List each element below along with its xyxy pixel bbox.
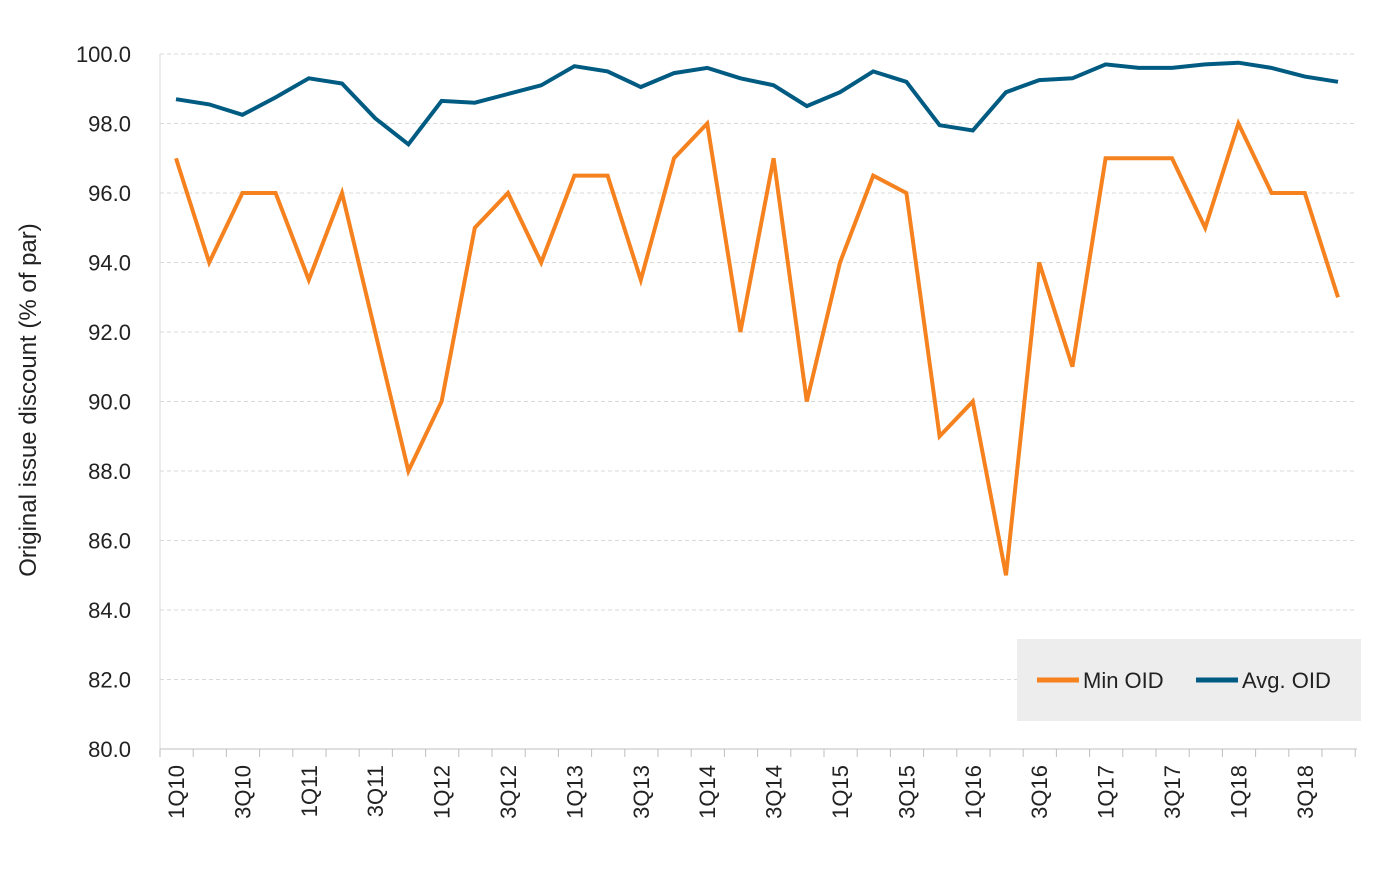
- x-tick-label: 3Q12: [496, 765, 521, 819]
- x-tick-label: 3Q10: [230, 765, 255, 819]
- y-tick-label: 96.0: [88, 181, 131, 206]
- y-tick-label: 94.0: [88, 251, 131, 276]
- x-tick-label: 3Q18: [1293, 765, 1318, 819]
- x-tick-label: 1Q11: [297, 765, 322, 817]
- x-tick-label: 3Q13: [629, 765, 654, 819]
- legend-label-avg-oid: Avg. OID: [1242, 668, 1331, 693]
- axes: [159, 54, 1357, 757]
- y-tick-label: 84.0: [88, 598, 131, 623]
- x-tick-label: 3Q15: [894, 765, 919, 819]
- gridlines: [160, 53, 1357, 680]
- x-tick-label: 1Q10: [164, 765, 189, 819]
- legend-label-min-oid: Min OID: [1083, 668, 1164, 693]
- x-tick-label: 3Q14: [762, 765, 787, 819]
- x-axis-tick-labels: 1Q10 3Q10 1Q11 3Q11 1Q12 3Q12 1Q13 3Q13 1Q14 3Q14…: [164, 765, 1318, 819]
- y-axis-title: Original issue discount (% of par): [15, 223, 42, 576]
- x-tick-label: 3Q11: [363, 765, 388, 817]
- x-tick-label: 3Q17: [1160, 765, 1185, 819]
- y-tick-label: 90.0: [88, 390, 131, 415]
- x-tick-label: 1Q18: [1226, 765, 1251, 819]
- x-tick-label: 1Q17: [1094, 765, 1119, 819]
- x-tick-label: 3Q16: [1027, 765, 1052, 819]
- x-tick-label: 1Q15: [828, 765, 853, 819]
- x-tick-label: 1Q16: [961, 765, 986, 819]
- x-tick-label: 1Q12: [430, 765, 455, 819]
- y-tick-label: 100.0: [76, 42, 131, 67]
- series-lines: [174, 60, 1340, 576]
- y-tick-label: 86.0: [88, 529, 131, 554]
- y-axis-tick-labels: 80.0 82.0 84.0 86.0 88.0 90.0 92.0 94.0 96.0 98.0…: [76, 42, 131, 762]
- y-tick-label: 88.0: [88, 459, 131, 484]
- y-tick-label: 82.0: [88, 668, 131, 693]
- x-tick-label: 1Q14: [695, 765, 720, 819]
- legend: Min OID Avg. OID: [1017, 639, 1361, 721]
- series-line-avg-oid: [175, 60, 1339, 148]
- y-tick-label: 92.0: [88, 320, 131, 345]
- x-tick-label: 1Q13: [562, 765, 587, 819]
- y-tick-label: 98.0: [88, 112, 131, 137]
- y-tick-label: 80.0: [88, 737, 131, 762]
- series-line-min-oid: [174, 118, 1340, 576]
